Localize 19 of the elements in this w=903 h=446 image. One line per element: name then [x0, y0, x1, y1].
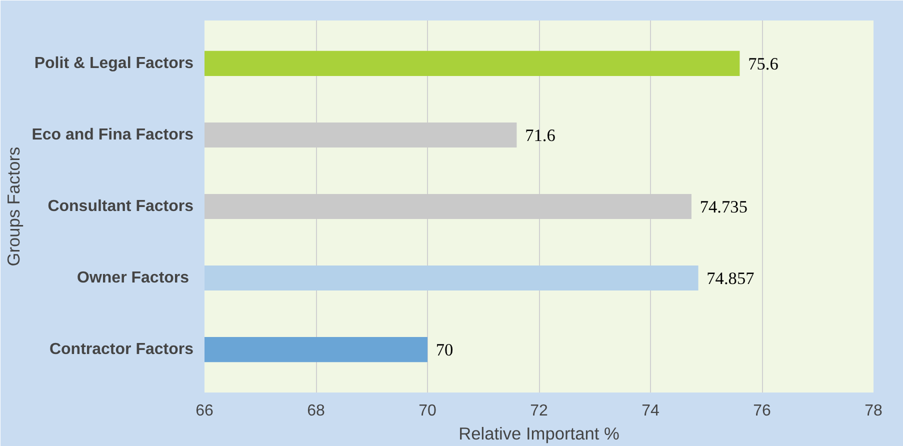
x-tick-label: 76 [753, 402, 771, 420]
data-label: 75.6 [748, 54, 779, 74]
x-tick-label: 78 [864, 402, 882, 420]
y-tick-label: Eco and Fina Factors [32, 126, 194, 144]
y-axis-title: Groups Factors [4, 146, 24, 266]
x-tick-label: 66 [196, 402, 214, 420]
x-tick-label: 68 [307, 402, 325, 420]
x-tick-label: 72 [530, 402, 548, 420]
x-axis-title: Relative Important % [458, 424, 620, 444]
data-label: 70 [436, 340, 454, 360]
y-tick-label: Contractor Factors [49, 341, 194, 358]
y-tick-label: Owner Factors [77, 270, 190, 287]
data-label: 74.735 [700, 198, 748, 216]
data-label: 74.857 [706, 269, 755, 288]
y-tick-label: Consultant Factors [48, 198, 194, 215]
x-tick-label: 70 [418, 402, 436, 420]
x-tick-label: 74 [642, 402, 660, 420]
y-tick-label: Polit & Legal Factors [34, 54, 194, 72]
data-label: 71.6 [525, 126, 556, 145]
